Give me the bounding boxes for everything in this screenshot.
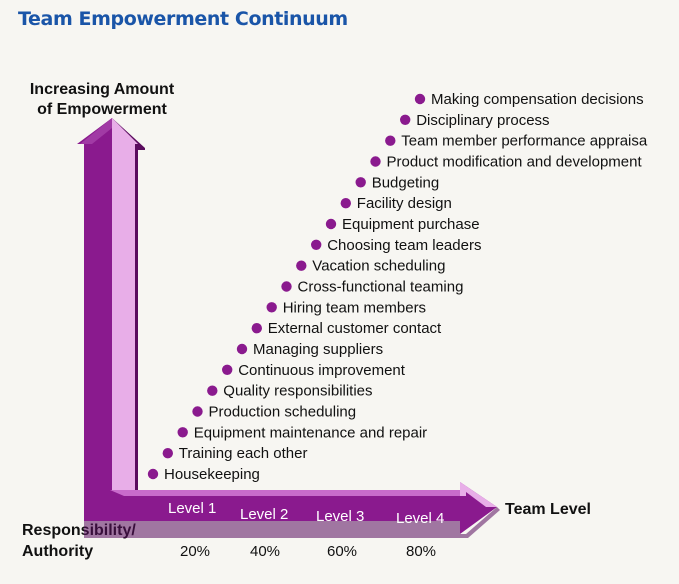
y-axis-label-line-2: of Empowerment <box>37 101 167 118</box>
y-axis-label: Increasing Amount of Empowerment <box>22 80 182 120</box>
item-bullet <box>147 468 159 480</box>
item-bullet <box>222 364 233 375</box>
item-bullet <box>414 93 426 105</box>
item-bullet <box>236 343 248 355</box>
item-label: Housekeeping <box>164 466 260 483</box>
item-label: Choosing team leaders <box>327 237 481 254</box>
level-label-2: Level 2 <box>240 506 288 523</box>
item-label: Disciplinary process <box>416 112 549 129</box>
item-label: Hiring team members <box>283 299 426 316</box>
item-label: Team member performance appraisa <box>401 133 648 150</box>
vertical-arrow-head <box>80 118 112 144</box>
diagram-title: Team Empowerment Continuum <box>18 8 348 30</box>
horizontal-arrow-shadow <box>84 507 500 538</box>
item-bullet <box>266 302 277 313</box>
percent-label-40: 40% <box>250 543 280 560</box>
item-bullet <box>385 135 396 146</box>
item-bullet <box>251 323 262 334</box>
item-label: Facility design <box>357 195 452 212</box>
horizontal-arrow-head-highlight <box>460 482 497 507</box>
item-bullet <box>325 218 337 230</box>
item-label: Making compensation decisions <box>431 91 644 108</box>
y-axis-label-line-1: Increasing Amount <box>29 81 175 98</box>
item-label: Production scheduling <box>209 404 357 421</box>
item-label: Budgeting <box>372 174 440 191</box>
horizontal-arrow-top-highlight <box>110 490 460 496</box>
percent-labels: 20% 40% 60% 80% <box>180 543 436 560</box>
item-bullet <box>177 427 188 438</box>
item-bullet <box>296 260 307 271</box>
item-label: Training each other <box>179 445 308 462</box>
item-label: Equipment purchase <box>342 216 480 233</box>
vertical-axis-arrow <box>77 118 145 518</box>
level-labels: Level 1 Level 2 Level 3 Level 4 <box>168 500 444 527</box>
item-bullet <box>355 177 366 188</box>
item-bullet <box>192 406 203 417</box>
horizontal-axis-arrow <box>84 482 500 538</box>
item-bullet <box>207 385 218 396</box>
level-label-3: Level 3 <box>316 508 364 525</box>
level-label-4: Level 4 <box>396 510 444 527</box>
empowerment-items: Housekeeping Training each other Equipment… <box>147 91 648 483</box>
item-bullet <box>311 239 322 250</box>
vertical-arrow-body <box>77 118 112 518</box>
item-label: Equipment maintenance and repair <box>194 424 427 441</box>
item-label: Product modification and development <box>387 154 643 171</box>
percent-label-80: 80% <box>406 543 436 560</box>
level-label-1: Level 1 <box>168 500 216 517</box>
item-label: Vacation scheduling <box>312 258 445 275</box>
item-bullet <box>162 448 173 459</box>
item-label: Continuous improvement <box>238 362 406 379</box>
item-bullet <box>340 198 351 209</box>
percent-label-20: 20% <box>180 543 210 560</box>
x-axis-label: Team Level <box>505 501 591 518</box>
percent-label-60: 60% <box>327 543 357 560</box>
corner-label-line-2: Authority <box>22 543 94 560</box>
item-bullet <box>400 114 411 126</box>
item-label: Quality responsibilities <box>223 383 372 400</box>
item-label: Cross-functional teaming <box>298 279 464 296</box>
item-bullet <box>281 281 292 292</box>
vertical-arrow-highlight <box>112 118 138 500</box>
item-bullet <box>370 156 381 167</box>
item-label: Managing suppliers <box>253 341 383 358</box>
item-label: External customer contact <box>268 320 442 337</box>
